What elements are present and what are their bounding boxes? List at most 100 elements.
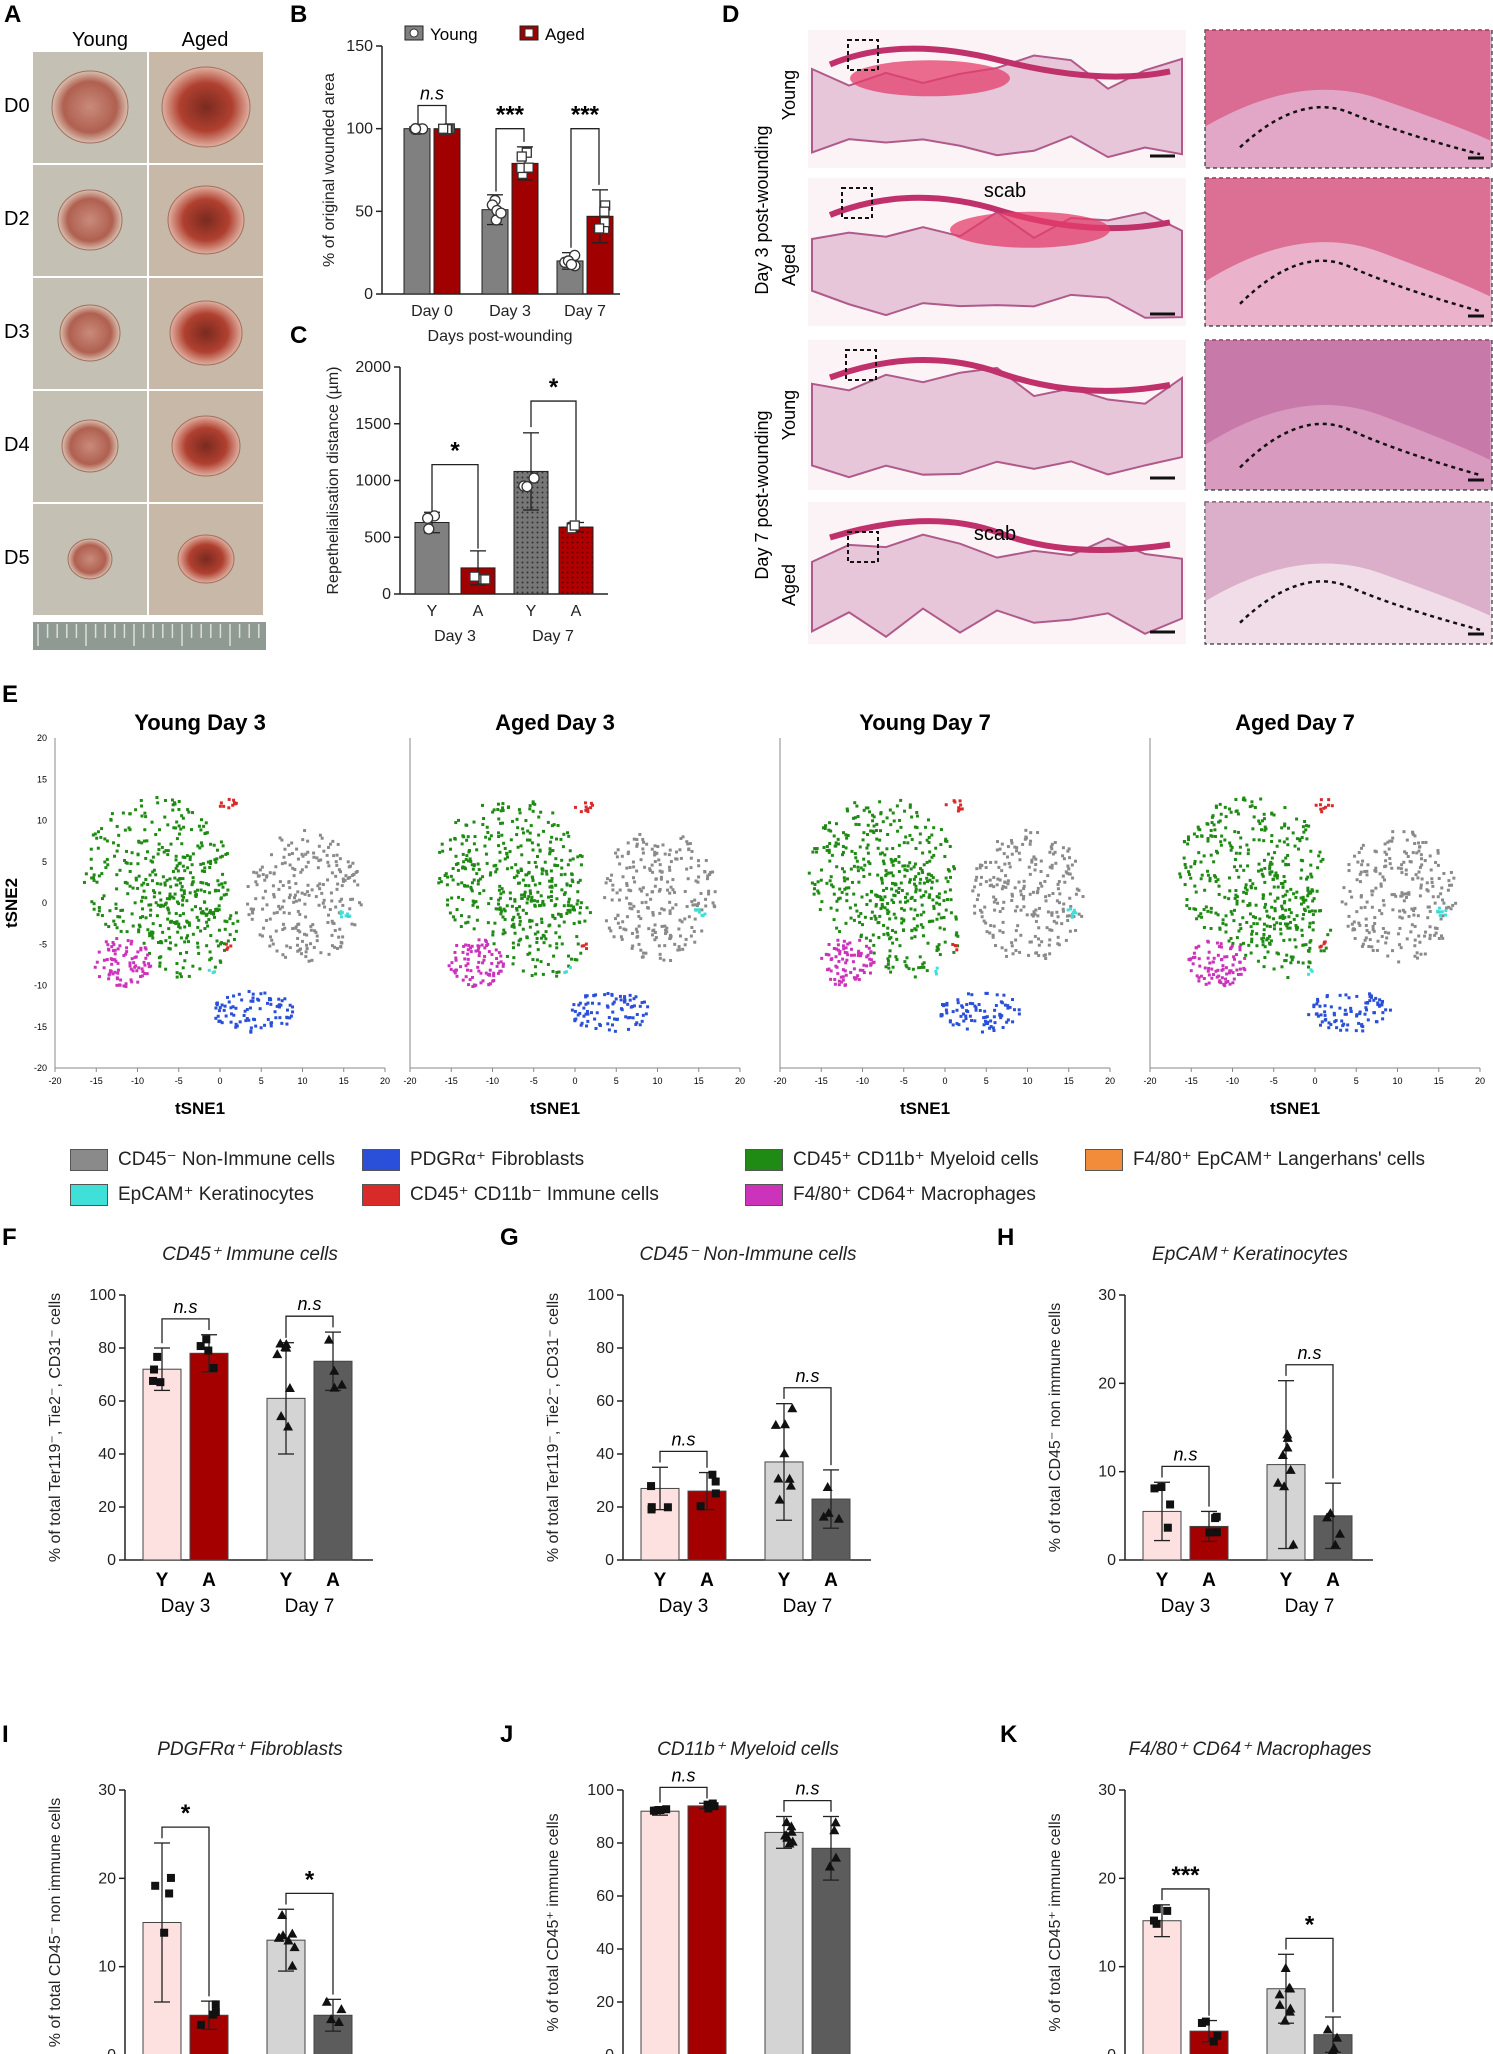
cell-point — [1234, 953, 1238, 957]
cell-point — [869, 958, 873, 962]
significance-bracket — [783, 1799, 832, 1812]
cell-point — [1385, 936, 1389, 940]
cell-point — [225, 852, 229, 856]
cell-point — [1347, 863, 1351, 867]
cell-point — [152, 895, 156, 899]
cell-point — [653, 860, 657, 864]
data-point — [287, 1928, 298, 1938]
cell-point — [181, 903, 185, 907]
epidermis — [828, 194, 1171, 232]
cell-point — [338, 927, 342, 931]
cell-point — [272, 895, 276, 899]
cell-point — [619, 935, 623, 939]
cell-point — [931, 876, 935, 880]
cell-point — [1402, 899, 1406, 903]
cell-point — [878, 895, 882, 899]
cell-point — [1244, 891, 1248, 895]
wound-area — [57, 189, 123, 251]
cell-point — [1281, 885, 1285, 889]
cell-point — [235, 1024, 239, 1028]
cell-point — [177, 902, 181, 906]
cell-point — [1008, 1005, 1012, 1009]
cell-point — [681, 947, 685, 951]
cell-point — [554, 931, 558, 935]
cell-point — [1224, 966, 1228, 970]
cell-point — [825, 844, 829, 848]
cell-point — [1014, 909, 1018, 913]
cell-point — [1215, 975, 1219, 979]
cell-point — [465, 968, 469, 972]
cell-point — [813, 847, 817, 851]
cell-point — [1202, 854, 1206, 858]
cell-point — [885, 816, 889, 820]
cell-point — [1268, 934, 1272, 938]
cell-point — [961, 1005, 965, 1009]
cell-point — [1000, 887, 1004, 891]
cell-point — [521, 831, 525, 835]
cell-point — [829, 969, 833, 973]
cell-point — [1223, 895, 1227, 899]
cell-point — [876, 873, 880, 877]
cell-point — [1244, 883, 1248, 887]
cell-point — [112, 943, 116, 947]
cell-point — [1004, 885, 1008, 889]
cell-point — [891, 929, 895, 933]
cell-point — [580, 854, 584, 858]
cell-point — [830, 853, 834, 857]
cell-point — [619, 998, 623, 1002]
cell-point — [1318, 1004, 1322, 1008]
cell-point — [640, 889, 644, 893]
cell-point — [513, 899, 517, 903]
cell-point — [856, 951, 860, 955]
cell-point — [259, 1026, 263, 1030]
cell-point — [1246, 903, 1250, 907]
cell-point — [356, 883, 360, 887]
cell-point — [515, 817, 519, 821]
cell-point — [618, 862, 622, 866]
x-tick-label: Day 7 — [564, 303, 606, 320]
cell-point — [1243, 798, 1247, 802]
cell-point — [351, 861, 355, 865]
cell-point — [1003, 1003, 1007, 1007]
cell-point — [209, 859, 213, 863]
cell-point — [456, 862, 460, 866]
cell-point — [237, 992, 241, 996]
y-tick-label: 20 — [596, 1499, 614, 1516]
cell-point — [862, 808, 866, 812]
y-tick-label: 60 — [596, 1888, 614, 1905]
cell-point — [121, 919, 125, 923]
cell-point — [524, 873, 528, 877]
cell-point — [624, 1015, 628, 1019]
cell-point — [1283, 959, 1287, 963]
cell-point — [1010, 898, 1014, 902]
cell-point — [499, 954, 503, 958]
cell-point — [934, 969, 938, 973]
cell-point — [175, 900, 179, 904]
cell-point — [1390, 893, 1394, 897]
cell-point — [1285, 924, 1289, 928]
cell-point — [144, 896, 148, 900]
y-tick-label: 30 — [1098, 1782, 1116, 1799]
cell-point — [531, 958, 535, 962]
cell-point — [116, 968, 120, 972]
cell-point — [1219, 843, 1223, 847]
cell-point — [927, 840, 931, 844]
cell-point — [829, 829, 833, 833]
cell-point — [865, 964, 869, 968]
cell-point — [951, 942, 955, 946]
cell-point — [480, 943, 484, 947]
data-point — [696, 1502, 705, 1511]
cell-point — [534, 972, 538, 976]
cell-point — [498, 908, 502, 912]
cell-point — [1195, 835, 1199, 839]
cell-point — [690, 926, 694, 930]
cell-point — [535, 940, 539, 944]
cell-point — [640, 1001, 644, 1005]
cell-point — [813, 887, 817, 891]
cell-point — [175, 883, 179, 887]
cell-point — [1319, 949, 1323, 953]
cell-point — [903, 874, 907, 878]
cell-point — [177, 807, 181, 811]
cell-point — [566, 903, 570, 907]
data-point — [1163, 1906, 1172, 1915]
